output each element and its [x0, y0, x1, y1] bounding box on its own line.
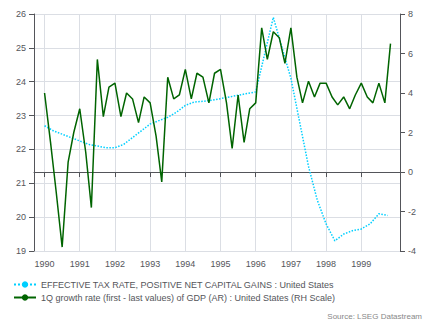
svg-text:25: 25 [16, 43, 26, 53]
svg-text:4: 4 [408, 88, 413, 98]
svg-text:19: 19 [16, 246, 26, 256]
svg-text:1991: 1991 [70, 259, 90, 269]
svg-text:1993: 1993 [140, 259, 160, 269]
svg-text:2: 2 [408, 128, 413, 138]
svg-text:24: 24 [16, 77, 26, 87]
svg-text:23: 23 [16, 111, 26, 121]
svg-text:EFFECTIVE TAX RATE, POSITIVE N: EFFECTIVE TAX RATE, POSITIVE NET CAPITAL… [41, 280, 334, 290]
svg-text:21: 21 [16, 178, 26, 188]
svg-text:0: 0 [408, 167, 413, 177]
svg-text:1995: 1995 [211, 259, 231, 269]
svg-text:1994: 1994 [175, 259, 195, 269]
svg-text:1997: 1997 [281, 259, 301, 269]
svg-text:6: 6 [408, 49, 413, 59]
svg-text:8: 8 [408, 9, 413, 19]
svg-text:-2: -2 [408, 207, 416, 217]
svg-text:-4: -4 [408, 246, 416, 256]
svg-text:26: 26 [16, 9, 26, 19]
svg-text:1998: 1998 [316, 259, 336, 269]
svg-text:20: 20 [16, 212, 26, 222]
svg-text:1999: 1999 [351, 259, 371, 269]
svg-text:22: 22 [16, 144, 26, 154]
svg-text:1Q growth rate (first - last v: 1Q growth rate (first - last values) of … [41, 293, 335, 303]
svg-text:1996: 1996 [246, 259, 266, 269]
svg-text:1990: 1990 [35, 259, 55, 269]
svg-text:1992: 1992 [105, 259, 125, 269]
svg-text:Source: LSEG Datastream: Source: LSEG Datastream [327, 312, 422, 321]
